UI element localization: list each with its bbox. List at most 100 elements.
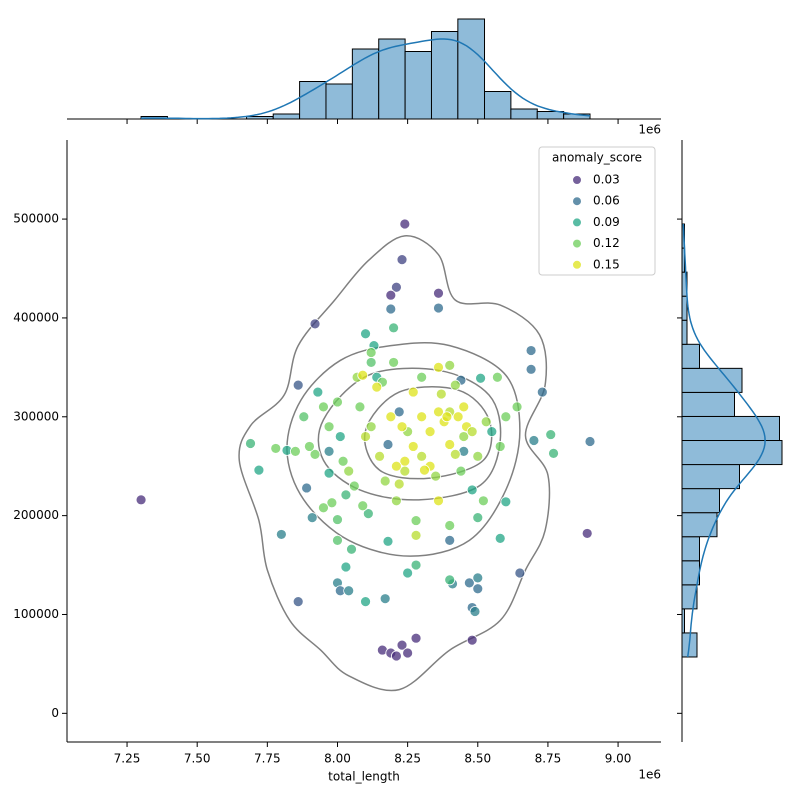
legend-marker — [572, 175, 582, 185]
scatter-point — [419, 464, 430, 476]
x-tick-label: 8.00 — [324, 752, 351, 766]
y-tick-label: 300000 — [13, 409, 59, 423]
scatter-point — [486, 426, 498, 438]
scatter-point — [433, 406, 444, 418]
x-tick-label: 8.50 — [464, 752, 491, 766]
scatter-point — [410, 559, 422, 571]
x-tick-label: 8.75 — [535, 752, 562, 766]
y-kde-line — [682, 223, 766, 658]
x-tick-label: 7.50 — [184, 752, 211, 766]
scatter-point — [379, 593, 391, 605]
y-tick-label: 200000 — [13, 508, 59, 522]
scatter-point — [584, 436, 596, 447]
scatter-point — [410, 632, 422, 644]
scatter-point — [525, 363, 537, 375]
legend-label: 0.03 — [593, 173, 620, 187]
x-hist-bar — [325, 83, 353, 120]
y-hist-bar — [681, 536, 700, 562]
scatter-point — [407, 386, 419, 398]
scatter-point — [360, 431, 371, 442]
scatter-point — [309, 448, 321, 460]
scatter-point — [388, 322, 400, 334]
scatter-point — [379, 475, 391, 487]
x-tick-label: 7.25 — [114, 752, 141, 766]
scatter-point — [312, 386, 324, 398]
scatter-point — [410, 515, 422, 526]
scatter-point — [410, 530, 422, 541]
legend-marker — [572, 259, 582, 270]
scatter-point — [385, 289, 397, 301]
scatter-point — [343, 465, 355, 477]
scatter-point — [340, 489, 352, 501]
scatter-point — [292, 596, 304, 608]
scatter-point — [298, 411, 310, 423]
scatter-point — [362, 508, 374, 520]
scatter-point — [365, 347, 377, 358]
x-tick-label: 8.25 — [394, 752, 421, 766]
scatter-point — [393, 406, 405, 418]
scatter-point — [306, 512, 318, 524]
scatter-point — [449, 379, 461, 391]
scatter-point — [289, 445, 301, 457]
scatter-point — [402, 567, 414, 579]
scatter-point — [346, 543, 357, 555]
scatter-point — [475, 372, 486, 384]
scatter-point — [391, 495, 402, 507]
kde-contour — [286, 342, 521, 557]
legend-marker — [572, 238, 582, 249]
scatter-point — [500, 411, 512, 423]
scatter-point — [391, 650, 402, 662]
scatter-point — [318, 502, 329, 514]
scatter-point — [388, 357, 400, 368]
y-tick-label: 400000 — [13, 310, 59, 324]
scatter-point — [340, 561, 352, 573]
legend-label: 0.15 — [593, 257, 620, 271]
y-tick-label: 500000 — [13, 212, 59, 226]
scatter-point — [337, 455, 349, 467]
scatter-point — [455, 465, 467, 477]
scatter-point — [480, 416, 492, 428]
y-hist-bar — [681, 391, 735, 417]
x-hist-bar — [299, 81, 327, 120]
scatter-point — [528, 435, 540, 446]
scatter-point — [374, 450, 385, 462]
scatter-point — [391, 460, 402, 472]
scatter-point — [435, 388, 447, 400]
scatter-point — [458, 431, 470, 442]
x-hist-bar — [430, 31, 459, 120]
scatter-point — [365, 357, 377, 368]
kde-contour — [238, 235, 551, 692]
scatter-point — [402, 647, 414, 659]
scatter-point — [396, 421, 408, 433]
scatter-point — [458, 401, 470, 413]
scatter-point — [332, 534, 343, 546]
scatter-point — [391, 281, 402, 293]
x-hist-bar — [272, 113, 301, 120]
scatter-point — [466, 634, 478, 646]
scatter-point — [449, 448, 461, 460]
scatter-point — [245, 438, 256, 449]
scatter-point — [477, 495, 489, 507]
scatter-point — [385, 303, 397, 315]
scatter-point — [452, 411, 464, 423]
scatter-point — [304, 441, 315, 452]
y-hist-bar — [681, 512, 718, 538]
scatter-point — [343, 585, 355, 597]
scatter-point — [545, 429, 557, 440]
scatter-point — [433, 361, 444, 373]
scatter-point — [525, 345, 537, 356]
scatter-point — [396, 254, 408, 266]
x-hist-bar — [484, 91, 512, 120]
x-kde-line — [141, 38, 591, 120]
scatter-point — [494, 441, 506, 452]
scatter-point — [444, 439, 456, 450]
legend-marker — [572, 196, 582, 207]
scatter-point — [357, 500, 369, 512]
scatter-point — [407, 441, 419, 452]
scatter-point — [323, 445, 335, 457]
scatter-point — [514, 567, 526, 579]
scatter-point — [492, 371, 503, 383]
scatter-point — [444, 520, 456, 531]
scatter-point — [511, 401, 523, 413]
